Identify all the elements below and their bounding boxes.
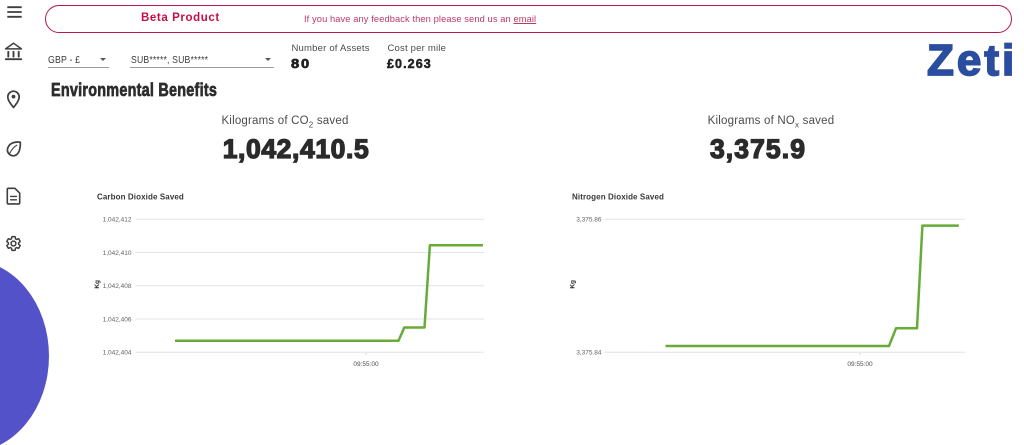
svg-text:1,042,406: 1,042,406 bbox=[103, 316, 132, 323]
svg-text:Kg: Kg bbox=[94, 280, 101, 289]
svg-text:09:55:00: 09:55:00 bbox=[847, 361, 873, 368]
svg-text:3,375.86: 3,375.86 bbox=[576, 217, 602, 224]
svg-text:3,375.84: 3,375.84 bbox=[576, 350, 602, 357]
svg-text:1,042,404: 1,042,404 bbox=[103, 350, 132, 357]
svg-text:1,042,408: 1,042,408 bbox=[103, 283, 132, 290]
svg-text:09:55:00: 09:55:00 bbox=[353, 361, 379, 368]
svg-text:Carbon Dioxide Saved: Carbon Dioxide Saved bbox=[97, 193, 184, 202]
svg-text:Nitrogen Dioxide Saved: Nitrogen Dioxide Saved bbox=[572, 193, 664, 202]
svg-text:1,042,410: 1,042,410 bbox=[103, 250, 132, 257]
svg-text:1,042,412: 1,042,412 bbox=[103, 217, 132, 224]
svg-text:Kg: Kg bbox=[569, 280, 576, 289]
